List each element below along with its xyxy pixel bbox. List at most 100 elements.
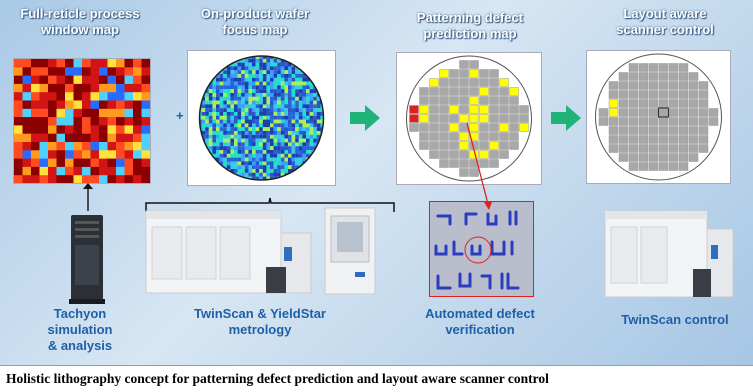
focus-cell (288, 127, 292, 132)
focus-cell (280, 66, 285, 71)
focus-cell (237, 77, 242, 82)
wafer-die (459, 78, 469, 87)
focus-cell (205, 89, 209, 94)
focus-cell (212, 119, 217, 124)
wafer-die (489, 114, 499, 123)
focus-cell (212, 146, 217, 151)
focus-cell (324, 104, 328, 108)
focus-cell (288, 70, 292, 75)
focus-cell (273, 93, 278, 97)
wafer-die (678, 117, 689, 126)
wafer-die (668, 117, 679, 126)
wafer-die (509, 105, 519, 114)
focus-cell (295, 115, 299, 120)
focus-cell (216, 96, 220, 101)
focus-cell (324, 177, 328, 181)
heatmap-cell (116, 75, 125, 85)
wafer-die (499, 150, 509, 159)
focus-cell (284, 104, 289, 109)
focus-cell (313, 127, 317, 132)
wafer-die (688, 99, 699, 108)
focus-cell (306, 176, 310, 180)
wafer-die (698, 81, 709, 90)
focus-cell (324, 116, 328, 120)
focus-cell (234, 85, 238, 90)
focus-cell (270, 161, 274, 166)
heatmap-cell (73, 158, 83, 168)
heatmap-cell (73, 83, 83, 93)
focus-cell (205, 77, 209, 82)
focus-cell (234, 93, 238, 97)
focus-cell (248, 153, 253, 158)
wafer-die (499, 132, 509, 141)
heatmap-cell (133, 75, 142, 85)
heatmap-cell (73, 142, 83, 151)
wafer-die (419, 87, 429, 96)
focus-cell (244, 127, 249, 132)
focus-cell (244, 161, 249, 166)
focus-cell (230, 74, 235, 78)
heatmap-cell (107, 133, 117, 143)
focus-cell (295, 66, 299, 71)
wafer-die (449, 87, 459, 96)
focus-cell (237, 131, 242, 135)
focus-cell (205, 172, 209, 177)
focus-cell (309, 66, 314, 71)
wafer-die (519, 123, 529, 132)
focus-cell (212, 138, 217, 143)
focus-cell (252, 112, 256, 116)
wafer-die (638, 126, 649, 135)
focus-cell (205, 96, 209, 101)
heatmap-cell (14, 67, 23, 76)
focus-cell (223, 108, 227, 113)
wafer-die (469, 114, 479, 123)
focus-cell (316, 100, 321, 105)
focus-cell (298, 123, 303, 128)
focus-cell (205, 127, 209, 132)
wafer-die (429, 150, 439, 159)
focus-cell (270, 153, 274, 158)
focus-cell (298, 108, 303, 113)
focus-cell (270, 165, 274, 170)
focus-cell (248, 70, 253, 75)
focus-cell (226, 142, 231, 147)
focus-cell (302, 142, 307, 147)
wafer-die (489, 78, 499, 87)
focus-cell (201, 85, 206, 90)
heatmap-cell (99, 83, 108, 93)
focus-cell (230, 96, 235, 101)
focus-cell (313, 165, 317, 170)
focus-cell (284, 93, 289, 97)
wafer-die (439, 159, 449, 168)
focus-cell (223, 70, 227, 75)
wafer-die (459, 87, 469, 96)
wafer-die (598, 108, 609, 117)
focus-cell (295, 123, 299, 128)
focus-cell (201, 153, 206, 158)
focus-cell (216, 66, 220, 71)
heatmap-cell (39, 142, 49, 151)
focus-cell (248, 100, 253, 105)
focus-cell (273, 104, 278, 109)
focus-cell (248, 146, 253, 151)
heatmap-cell (39, 92, 49, 101)
focus-cell (234, 146, 238, 151)
focus-cell (298, 142, 303, 147)
focus-cell (302, 123, 307, 128)
wafer-die (449, 69, 459, 78)
focus-cell (248, 172, 253, 177)
focus-cell (295, 138, 299, 143)
focus-cell (244, 77, 249, 82)
heatmap-cell (14, 175, 23, 183)
heatmap-cell (73, 67, 83, 76)
focus-cell (252, 119, 256, 124)
focus-cell (216, 150, 220, 154)
focus-cell (298, 119, 303, 124)
focus-cell (291, 119, 296, 124)
heatmap-cell (141, 158, 150, 168)
heatmap-cell (39, 166, 49, 176)
focus-cell (199, 157, 202, 162)
heatmap-cell (14, 92, 23, 101)
focus-cell (320, 81, 324, 86)
arrow-right-icon (551, 105, 581, 131)
